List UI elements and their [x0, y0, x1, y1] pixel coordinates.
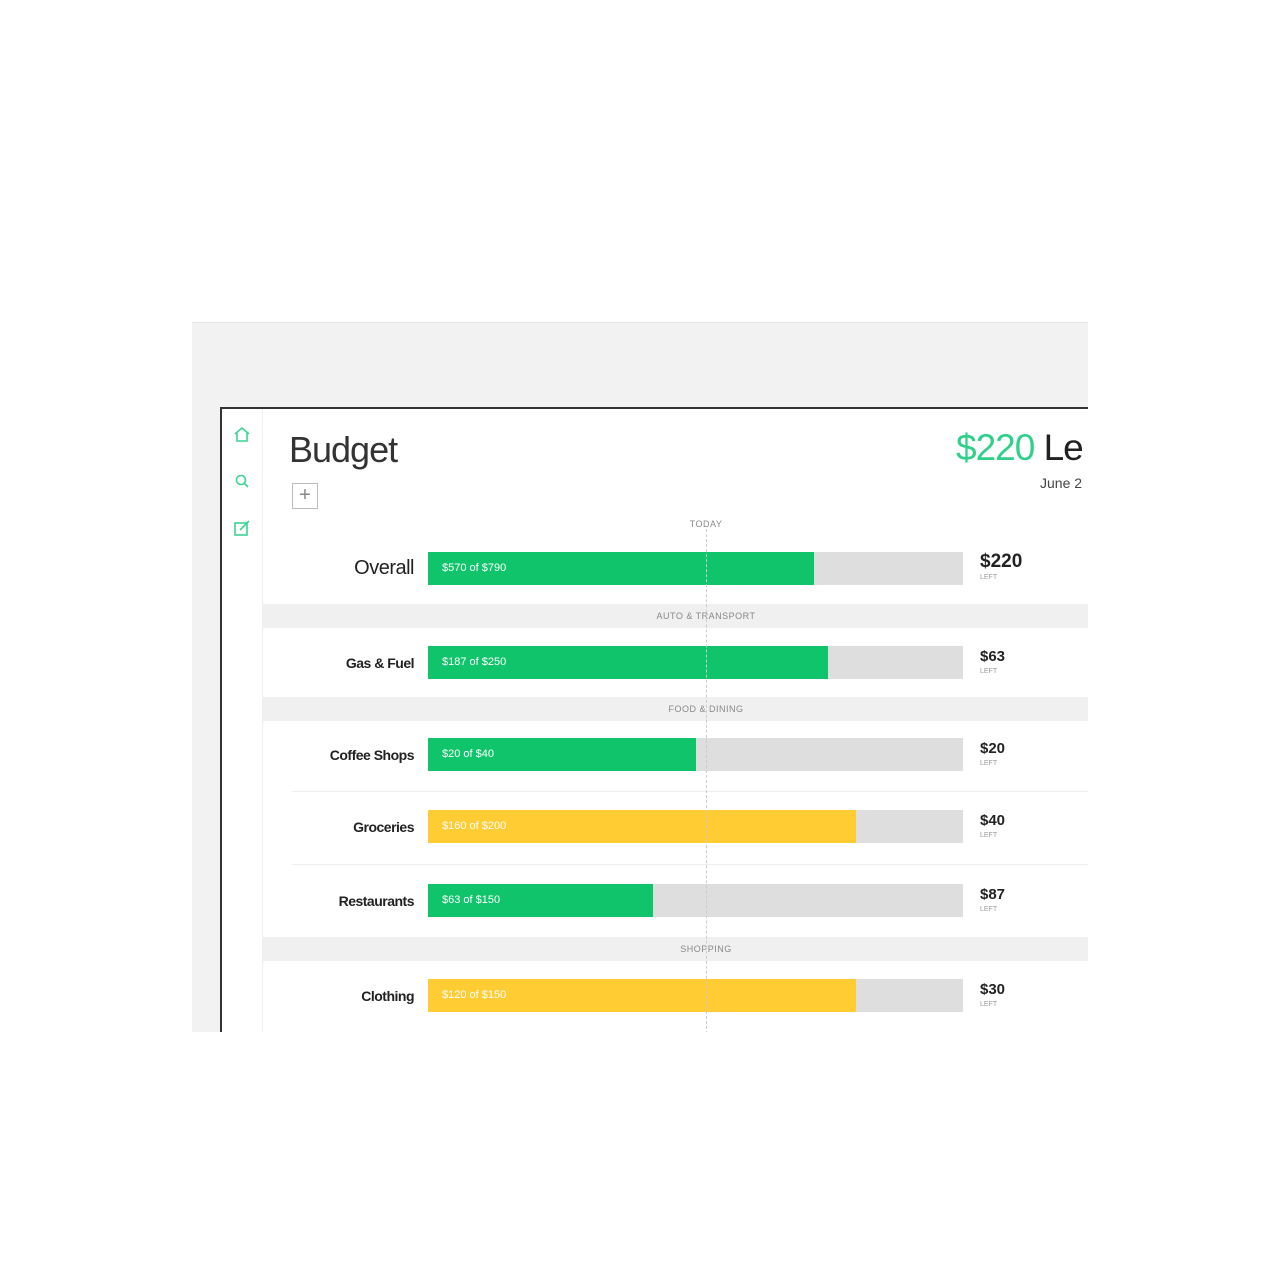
page-title: Budget: [289, 429, 398, 470]
amount-left: $40: [980, 812, 1006, 829]
home-icon[interactable]: [234, 426, 250, 442]
bar-track: $63 of $150: [428, 884, 963, 917]
date: June 2: [1040, 475, 1083, 491]
bar-track: $570 of $790: [428, 552, 963, 585]
section-name: SHOPPING: [680, 944, 732, 954]
bar-fill: [428, 979, 856, 1012]
section-name: FOOD & DINING: [668, 704, 744, 714]
amount-left: $63: [980, 648, 1006, 665]
row-label: Coffee Shops: [329, 747, 415, 763]
total-suffix: Le: [1043, 427, 1084, 468]
row-label: Gas & Fuel: [345, 655, 415, 671]
bar-fill: [428, 646, 829, 679]
left-caption: LEFT: [980, 906, 998, 913]
row-label: Clothing: [361, 988, 414, 1004]
bar-track: $160 of $200: [428, 810, 963, 843]
sidebar: [222, 409, 263, 1032]
today-line: [706, 529, 707, 1032]
app-window: Budget + $220 Le June 2 TODAY Overall $57…: [220, 407, 1088, 1032]
bar-label: $570 of $790: [442, 562, 507, 574]
bar-track: $187 of $250: [428, 646, 963, 679]
bar-label: $187 of $250: [442, 656, 507, 668]
bar-fill: [428, 884, 653, 917]
bar-track: $120 of $150: [428, 979, 963, 1012]
bar-track: $20 of $40: [428, 738, 963, 771]
left-caption: LEFT: [980, 832, 998, 839]
section-band: AUTO & TRANSPORT: [263, 604, 1088, 628]
bar-fill: [428, 810, 856, 843]
amount-left: $87: [980, 886, 1006, 903]
add-button[interactable]: +: [292, 483, 318, 509]
row-separator: [292, 864, 1088, 865]
bar-label: $20 of $40: [442, 748, 494, 760]
bar-fill: [428, 738, 696, 771]
bar-label: $160 of $200: [442, 820, 507, 832]
amount-left: $30: [980, 981, 1006, 998]
section-band: FOOD & DINING: [263, 697, 1088, 721]
left-caption: LEFT: [980, 574, 998, 581]
left-caption: LEFT: [980, 1001, 998, 1008]
row-label: Restaurants: [338, 893, 415, 909]
search-icon[interactable]: [235, 474, 247, 486]
bar-fill: [428, 552, 814, 585]
row-label: Groceries: [353, 819, 414, 835]
row-label: Overall: [354, 557, 414, 579]
nav-icons[interactable]: [232, 425, 252, 555]
row-separator: [292, 791, 1088, 792]
amount-left: $220: [980, 551, 1023, 572]
amount-left: $20: [980, 740, 1006, 757]
edit-icon[interactable]: [234, 522, 248, 536]
total-amount: $220: [956, 427, 1035, 468]
left-caption: LEFT: [980, 668, 998, 675]
section-band: SHOPPING: [263, 937, 1088, 961]
left-caption: LEFT: [980, 760, 998, 767]
today-label: TODAY: [689, 519, 723, 529]
total-left: $220 Le: [956, 427, 1084, 469]
bar-label: $63 of $150: [442, 894, 501, 906]
section-name: AUTO & TRANSPORT: [656, 611, 756, 621]
bar-label: $120 of $150: [442, 989, 507, 1001]
